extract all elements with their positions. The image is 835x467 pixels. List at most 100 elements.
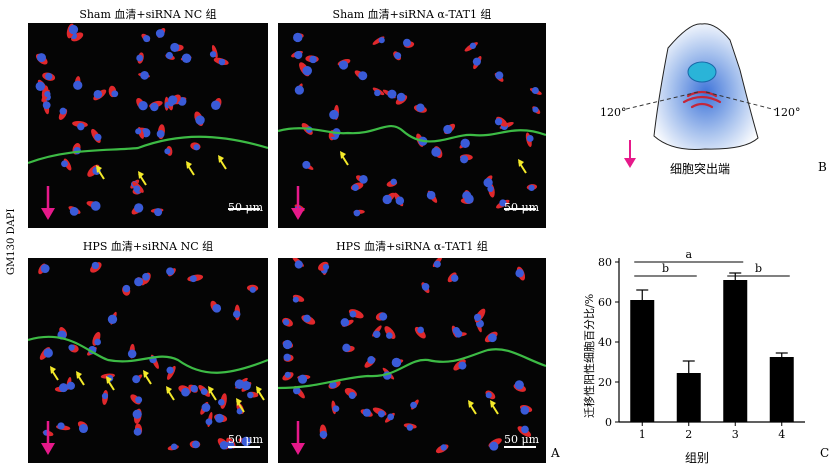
cell-icon xyxy=(494,116,508,127)
cell-icon xyxy=(472,56,482,70)
cell-icon xyxy=(165,51,175,60)
cell-icon xyxy=(294,83,304,95)
yellow-arrow-icon xyxy=(106,376,115,391)
cell-icon xyxy=(134,277,146,287)
cell-icon xyxy=(432,258,443,268)
scale-bar-label: 50 μm xyxy=(228,201,264,214)
cell-icon xyxy=(93,89,107,101)
cell-icon xyxy=(194,111,205,127)
cell-icon xyxy=(168,94,181,105)
cell-icon xyxy=(443,123,456,135)
x-tick-label: 1 xyxy=(639,428,646,441)
cell-icon xyxy=(209,45,218,59)
cell-icon xyxy=(513,380,526,392)
scale-bar-label: 50 μm xyxy=(504,201,540,214)
cell-icon xyxy=(141,33,151,43)
yellow-arrow-icon xyxy=(518,159,527,174)
cell-icon xyxy=(246,284,259,293)
cell-icon xyxy=(282,317,293,327)
cell-icon xyxy=(301,314,316,325)
cell-icon xyxy=(90,261,102,273)
cell-icon xyxy=(189,440,201,449)
yellow-arrow-icon xyxy=(76,371,85,386)
cell-icon xyxy=(529,86,542,95)
cell-icon xyxy=(167,443,179,451)
cell-icon xyxy=(386,178,398,187)
wound-edge-line xyxy=(28,135,268,165)
bar-chart: 迁移性阳性细胞百分比/% 组别 0 20 40 60 80 1 2 3 4 a b b xyxy=(582,248,805,465)
cell-icon xyxy=(382,192,395,205)
yellow-arrow-icon xyxy=(138,171,147,186)
cell-icon xyxy=(299,62,312,77)
cell-icon xyxy=(213,57,229,66)
cell-icon xyxy=(241,381,252,392)
y-tick-label: 20 xyxy=(598,376,612,389)
panel-title-hps-tat1: HPS 血清+siRNA α-TAT1 组 xyxy=(336,240,488,253)
cell-icon xyxy=(519,404,533,415)
cell-icon xyxy=(293,32,304,43)
cell-icon xyxy=(494,71,504,82)
cell-body xyxy=(653,23,759,150)
significance-marker: b xyxy=(727,262,790,277)
cell-icon xyxy=(107,311,118,325)
y-tick-label: 80 xyxy=(598,256,612,269)
cell-icon xyxy=(393,51,402,61)
cell-icon xyxy=(150,208,164,217)
cell-icon xyxy=(214,413,228,423)
cell-icon xyxy=(292,294,305,303)
yellow-arrow-icon xyxy=(96,165,105,180)
cell-icon xyxy=(318,261,330,271)
cell-icon xyxy=(133,423,143,436)
y-axis-label: 迁移性阳性细胞百分比/% xyxy=(582,294,596,418)
yellow-arrow-icon xyxy=(50,366,59,381)
cell-icon xyxy=(302,160,314,170)
micrograph-sham-tat1: 50 μm xyxy=(278,23,546,228)
cell-icon xyxy=(297,374,311,384)
cell-icon xyxy=(355,175,368,184)
cell-icon xyxy=(101,390,109,405)
cell-icon xyxy=(236,402,244,415)
panel-label-a: A xyxy=(551,446,560,460)
cell-icon xyxy=(292,385,305,399)
x-tick-label: 2 xyxy=(685,428,692,441)
cell-icon xyxy=(414,326,426,339)
scale-bar xyxy=(228,446,260,448)
cell-icon xyxy=(91,128,102,143)
angle-line-right xyxy=(705,91,777,111)
svg-text:b: b xyxy=(755,262,762,275)
cell-icon xyxy=(282,371,294,381)
x-tick-label: 4 xyxy=(778,428,785,441)
y-tick-label: 40 xyxy=(598,336,612,349)
cell-icon xyxy=(350,182,364,191)
cell-icon xyxy=(92,331,101,346)
x-axis-label: 组别 xyxy=(685,451,709,465)
cell-icon xyxy=(384,412,395,423)
cell-icon xyxy=(353,209,365,217)
cell-icon xyxy=(459,154,473,164)
cell-icon xyxy=(72,120,88,131)
cell-icon xyxy=(329,104,339,120)
cell-icon xyxy=(453,359,467,371)
cell-icon xyxy=(331,400,340,415)
cell-icon xyxy=(178,385,191,397)
migration-direction-arrow-icon xyxy=(41,186,55,220)
scale-bar xyxy=(504,446,536,448)
error-bar xyxy=(636,289,649,300)
yellow-arrow-icon xyxy=(468,400,477,415)
cell-icon xyxy=(526,184,538,191)
cell-icon xyxy=(130,394,143,405)
cell-icon xyxy=(149,100,163,112)
cell-icon xyxy=(459,138,470,149)
cell-icon xyxy=(68,206,81,216)
migration-direction-arrow-icon xyxy=(41,421,55,455)
micrograph-sham-nc: 50 μm xyxy=(28,23,268,228)
scale-bar-label: 50 μm xyxy=(228,433,264,446)
svg-text:b: b xyxy=(662,262,669,275)
cell-icon xyxy=(354,70,368,81)
significance-marker: a xyxy=(634,248,744,263)
cell-icon xyxy=(132,408,142,424)
cell-icon xyxy=(108,85,119,98)
cell-icon xyxy=(394,192,405,207)
micrograph-hps-nc: 50 μm xyxy=(28,258,268,463)
cell-icon xyxy=(337,59,351,70)
